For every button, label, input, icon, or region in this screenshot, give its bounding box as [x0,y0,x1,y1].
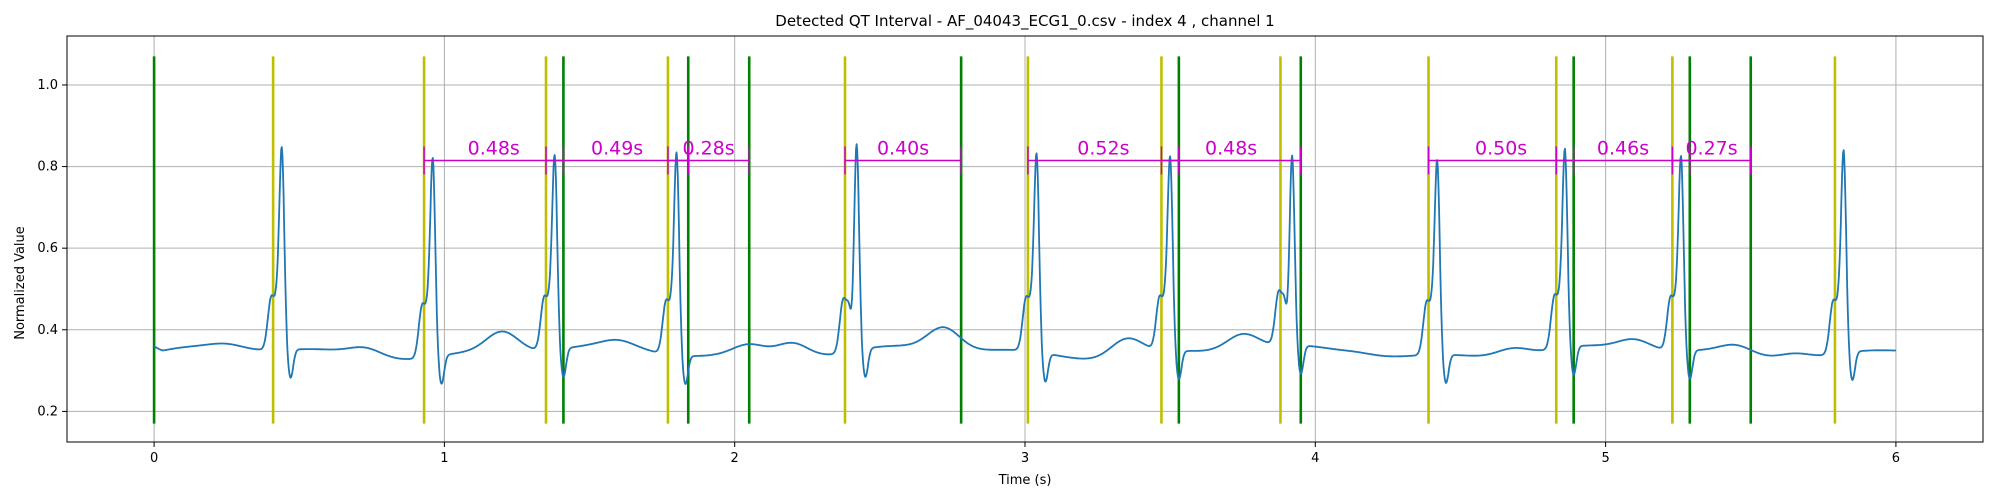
qt-interval-label: 0.27s [1685,137,1737,159]
qt-interval-label: 0.48s [1205,137,1257,159]
x-tick-label: 2 [731,451,739,466]
y-tick-label: 0.6 [37,241,58,256]
x-tick-label: 4 [1311,451,1319,466]
axis-ticks: 0 1 2 3 4 5 6 0.2 0.4 0.6 0.8 1.0 [37,78,1900,466]
marker-lines [152,56,1837,424]
ecg-signal [153,143,1897,385]
qt-interval-label: 0.49s [591,137,643,159]
plot-frame [66,35,1984,443]
x-tick-label: 3 [1021,451,1029,466]
qt-interval-label: 0.48s [468,137,520,159]
grid [67,36,1983,442]
x-tick-label: 0 [150,451,158,466]
y-tick-label: 0.2 [37,404,58,419]
qt-interval-label: 0.28s [682,137,734,159]
x-axis-label: Time (s) [998,473,1052,488]
y-axis-label: Normalized Value [13,226,28,340]
qt-interval-label: 0.40s [877,137,929,159]
qt-interval-label: 0.50s [1475,137,1527,159]
ecg-trace [153,143,1897,385]
y-tick-label: 0.8 [37,160,58,175]
x-tick-label: 6 [1892,451,1900,466]
x-tick-label: 5 [1601,451,1609,466]
qt-interval-label: 0.46s [1597,137,1649,159]
qt-interval-label: 0.52s [1077,137,1129,159]
x-tick-label: 1 [440,451,448,466]
y-tick-label: 0.4 [37,323,58,338]
chart-title: Detected QT Interval - AF_04043_ECG1_0.c… [775,12,1274,31]
y-tick-label: 1.0 [37,78,58,93]
qt-intervals: 0.48s 0.49s 0.28s 0.40s 0.52s 0.48s 0.50s 0.46s… [423,137,1752,175]
